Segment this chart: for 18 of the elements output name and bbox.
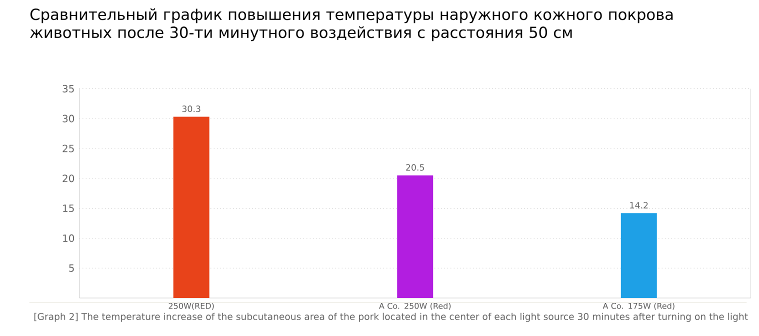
y-tick-label: 30 bbox=[62, 114, 74, 122]
bar bbox=[397, 175, 434, 298]
x-tick-label: A Co. 250W (Red) bbox=[379, 302, 451, 310]
y-tick-label: 15 bbox=[63, 204, 74, 212]
chart-title: Сравнительный график повышения температуры наружного кожного покрова животных после 30-ти минутного воздействия с расстояния 50 см bbox=[30, 8, 673, 42]
y-tick-label: 35 bbox=[62, 84, 74, 92]
text: [Graph 2] The temperature increase of the subcutaneous area of the pork located in the center of each light source 30 minutes after turning on the light bbox=[34, 312, 748, 322]
data-label: 14.2 bbox=[630, 202, 648, 208]
y-tick-label: 20 bbox=[62, 174, 74, 182]
bar bbox=[173, 116, 210, 298]
data-label: 20.5 bbox=[406, 164, 424, 171]
x-tick-label: 250W(RED) bbox=[168, 302, 214, 310]
data-label: 30.3 bbox=[182, 106, 200, 112]
bar bbox=[620, 213, 657, 298]
x-tick-label: A Co. 175W (Red) bbox=[602, 302, 674, 310]
y-tick-label: 10 bbox=[63, 234, 74, 242]
y-tick-label: 5 bbox=[69, 264, 74, 272]
y-tick-label: 25 bbox=[62, 144, 74, 152]
